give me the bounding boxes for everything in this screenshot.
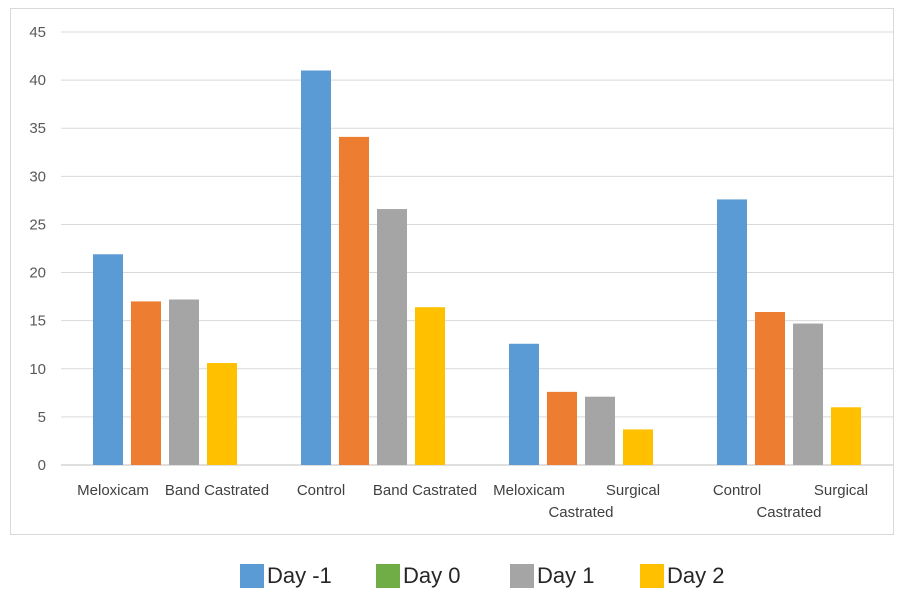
y-tick-label: 25 xyxy=(29,216,46,233)
x-category-label: Meloxicam xyxy=(493,482,565,499)
x-category-label: Castrated xyxy=(756,504,821,521)
y-tick-label: 30 xyxy=(29,168,46,185)
bar-day1-cat3 xyxy=(547,391,577,465)
bar-day1-cat3 xyxy=(585,396,615,465)
bar-day2-cat3 xyxy=(623,429,653,465)
bar-day-1-cat3 xyxy=(509,343,539,465)
x-category-label: Band Castrated xyxy=(165,482,269,499)
y-tick-label: 20 xyxy=(29,265,46,282)
legend-swatch xyxy=(510,564,534,588)
x-category-label: Surgical xyxy=(814,482,868,499)
legend-swatch xyxy=(376,564,400,588)
y-tick-label: 5 xyxy=(38,409,46,426)
x-category-label: Control xyxy=(297,482,345,499)
y-tick-label: 15 xyxy=(29,313,46,330)
x-category-label: Control xyxy=(713,482,761,499)
bar-day1-cat1 xyxy=(169,299,199,465)
legend-swatch xyxy=(240,564,264,588)
legend-item: Day 1 xyxy=(510,563,595,588)
bar-day-1-cat1 xyxy=(93,254,123,465)
legend-item: Day 0 xyxy=(376,563,461,588)
bar-day1-cat1 xyxy=(131,301,161,465)
legend-label: Day 1 xyxy=(537,563,595,588)
x-category-label: Castrated xyxy=(548,504,613,521)
chart-area: 0 5 10 15 20 25 30 35 40 45 Meloxicam Band Castrate… xyxy=(10,8,894,535)
legend-label: Day 2 xyxy=(667,563,725,588)
chart-legend: Day -1 Day 0 Day 1 Day 2 xyxy=(0,560,901,592)
x-category-label: Meloxicam xyxy=(77,482,149,499)
y-tick-label: 0 xyxy=(38,457,46,474)
x-category-label: Surgical xyxy=(606,482,660,499)
legend-label: Day -1 xyxy=(267,563,332,588)
bar-chart-svg: 0 5 10 15 20 25 30 35 40 45 Meloxicam Band Castrate… xyxy=(29,24,893,521)
bar-day1-cat4 xyxy=(755,312,785,465)
y-tick-label: 40 xyxy=(29,72,46,89)
bar-day2-cat4 xyxy=(831,407,861,465)
bar-day1-cat2 xyxy=(339,136,369,465)
y-tick-label: 10 xyxy=(29,361,46,378)
bar-day2-cat1 xyxy=(207,363,237,465)
legend-item: Day 2 xyxy=(640,563,725,588)
bar-day-1-cat2 xyxy=(301,70,331,465)
bar-day-1-cat4 xyxy=(717,199,747,465)
bar-day1-cat4 xyxy=(793,323,823,465)
legend-label: Day 0 xyxy=(403,563,461,588)
x-category-label: Band Castrated xyxy=(373,482,477,499)
legend-swatch xyxy=(640,564,664,588)
bar-day1-cat2 xyxy=(377,209,407,465)
bar-day2-cat2 xyxy=(415,307,445,465)
legend-item: Day -1 xyxy=(240,563,332,588)
y-tick-label: 35 xyxy=(29,120,46,137)
y-tick-label: 45 xyxy=(29,24,46,41)
